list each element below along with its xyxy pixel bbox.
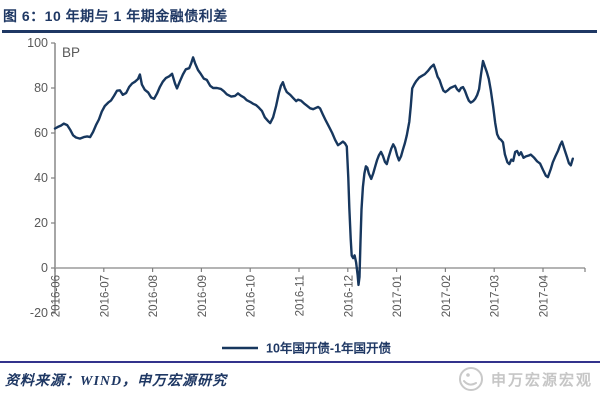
x-tick-label: 2016-11 [295,275,307,316]
spread-line-series [53,56,574,287]
y-unit-label: BP [62,45,80,60]
figure-title: 图 6：10 年期与 1 年期金融债利差 [3,8,228,24]
x-tick-label: 2016-06 [51,275,63,317]
brand-watermark-text: 申万宏源宏观 [491,371,594,389]
x-tick-label: 2017-03 [490,275,502,317]
x-tick-label: 2017-02 [441,275,453,317]
y-tick-label: 20 [34,216,48,230]
y-tick-label: -20 [30,306,48,320]
y-tick-label: 40 [34,171,48,185]
source-note: 资料来源：WIND，申万宏源研究 [5,374,228,389]
y-tick-label: 80 [34,81,48,95]
x-axis-labels: 2016-06 2016-07 2016-08 2016-09 2016-10 2016-… [51,268,586,317]
brand-watermark: 申万宏源宏观 [458,366,593,392]
y-tick-label: 60 [34,126,48,140]
y-axis-labels: 100 80 60 40 20 0 -20 [27,36,55,320]
brand-logo-icon [459,367,483,391]
x-tick-label: 2016-10 [246,275,258,317]
x-tick-label: 2017-04 [539,274,551,317]
y-tick-label: 100 [27,36,48,50]
legend-label: 10年国开债-1年国开债 [266,341,392,356]
x-tick-label: 2016-12 [343,275,355,317]
footer-separator [0,361,600,363]
x-tick-label: 2016-07 [99,275,111,317]
y-tick-label: 0 [41,261,48,275]
title-underline [2,30,597,33]
x-tick-label: 2016-09 [197,275,209,317]
x-tick-label: 2016-08 [148,275,160,317]
x-tick-label: 2017-01 [392,275,404,317]
legend: 10年国开债-1年国开债 [222,341,392,356]
